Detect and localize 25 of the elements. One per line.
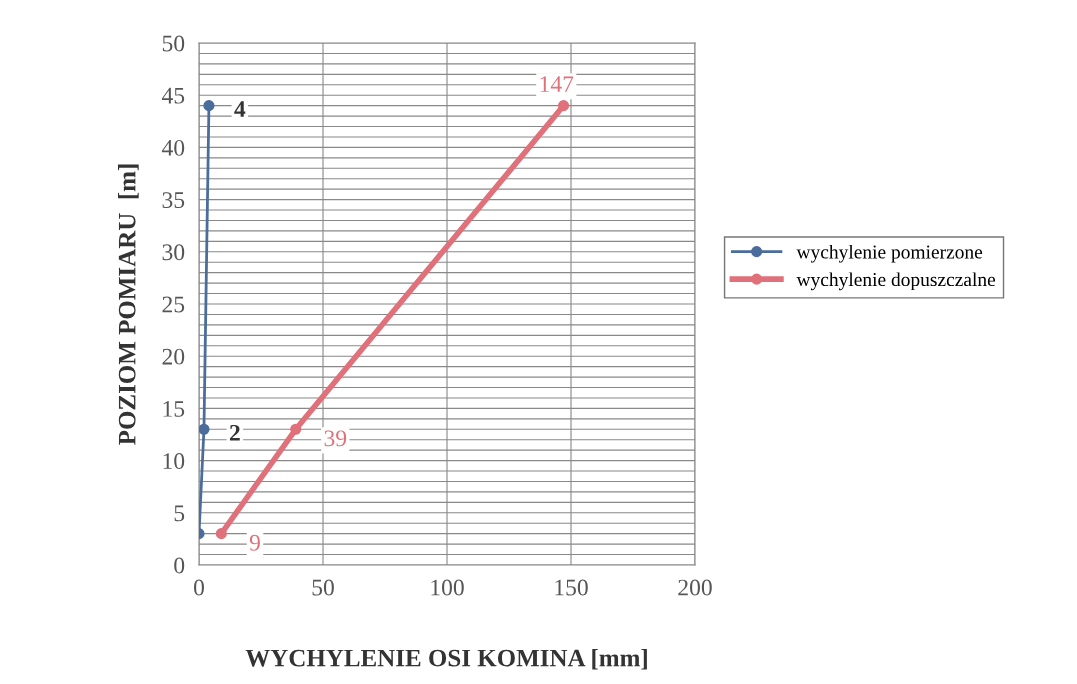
y-tick-label: 35 [162, 192, 185, 209]
data-label: 2 [229, 424, 240, 441]
y-tick-label: 5 [174, 505, 185, 522]
x-tick-label: 150 [555, 579, 588, 596]
data-label: 9 [249, 534, 260, 551]
legend-label: wychylenie pomierzone [796, 244, 983, 263]
legend-label: wychylenie dopuszczalne [796, 272, 996, 291]
y-tick-label: 0 [174, 557, 185, 574]
y-tick-label: 25 [162, 296, 185, 313]
y-tick-label: 10 [163, 453, 185, 470]
y-tick-label: 50 [162, 35, 185, 52]
data-label: 147 [540, 76, 574, 92]
x-axis-title: WYCHYLENIE OSI KOMINA [mm] [245, 648, 647, 670]
y-axis-title: POZIOM POMIARU [m] [117, 164, 139, 445]
x-tick-label: 100 [431, 579, 464, 596]
y-tick-label: 45 [161, 87, 185, 104]
y-tick-label: 20 [162, 348, 185, 365]
x-tick-label: 0 [194, 579, 204, 596]
y-tick-label: 40 [161, 139, 185, 156]
data-label: 4 [234, 101, 246, 117]
data-label: 39 [324, 430, 347, 447]
x-tick-label: 50 [312, 579, 334, 596]
x-tick-label: 200 [678, 579, 712, 596]
y-tick-label: 30 [162, 244, 185, 261]
y-tick-label: 15 [163, 401, 185, 417]
